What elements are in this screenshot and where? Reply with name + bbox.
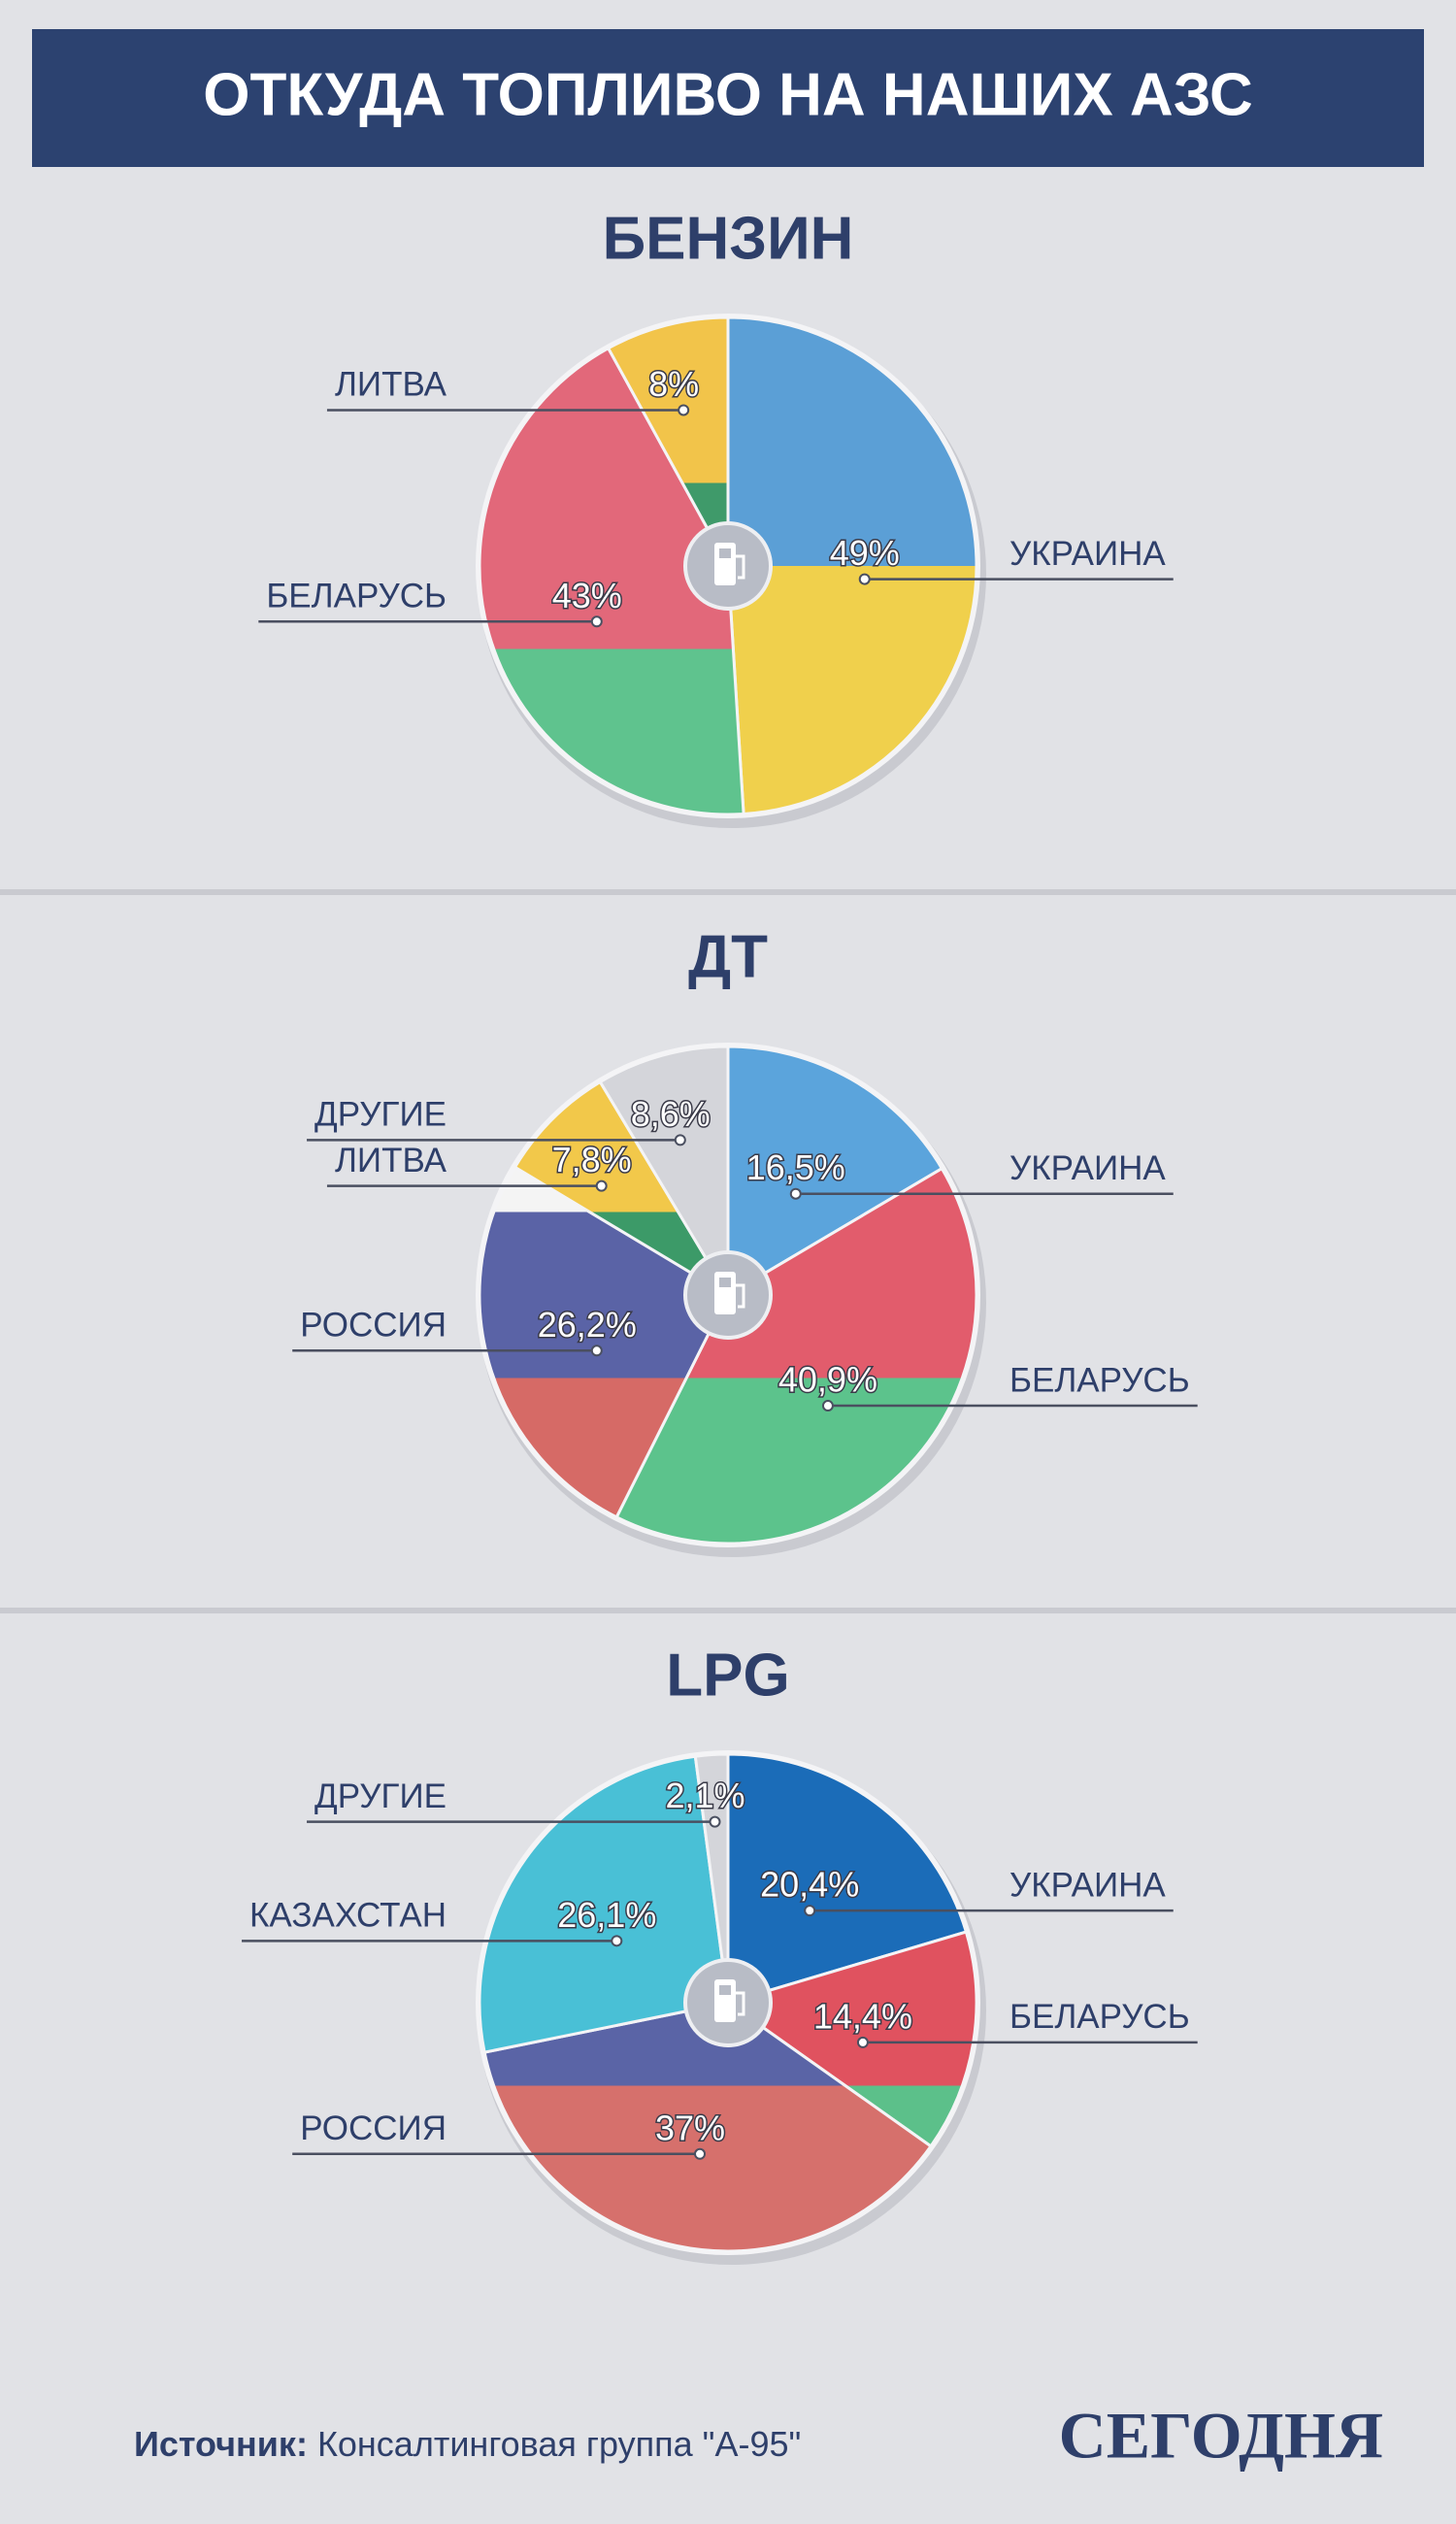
value-label: 7,8% <box>552 1140 632 1179</box>
leader-dot <box>595 1179 608 1192</box>
chart-title: БЕНЗИН <box>603 205 854 272</box>
category-label: БЕЛАРУСЬ <box>266 578 447 615</box>
category-label: УКРАИНА <box>1009 1866 1166 1904</box>
category-label: БЕЛАРУСЬ <box>1009 1998 1190 2036</box>
chart-title: LPG <box>666 1642 789 1709</box>
leader-dot <box>674 1134 686 1146</box>
value-label: 14,4% <box>813 1996 912 2036</box>
category-label: УКРАИНА <box>1009 1149 1166 1187</box>
leader-dot <box>858 573 871 585</box>
header-banner <box>32 29 1424 167</box>
logo: СЕГОДНЯ <box>1059 2399 1383 2473</box>
pump-hose <box>736 1283 745 1309</box>
value-label: 43% <box>552 576 622 615</box>
category-label: РОССИЯ <box>300 1307 447 1345</box>
category-label: ЛИТВА <box>335 366 447 404</box>
charts: БЕНЗИН УКРАИНА 49% БЕЛАРУСЬ 43% ЛИТВА 8% ДТ УКРА… <box>242 205 1198 2265</box>
value-label: 2,1% <box>665 1776 745 1815</box>
pump-hose <box>736 1991 745 2016</box>
value-label: 40,9% <box>778 1360 877 1400</box>
pie-slice <box>513 1079 730 1297</box>
pie-slice <box>726 1752 969 2006</box>
pie-slice <box>478 1754 730 2054</box>
category-label: ДРУГИЕ <box>314 1777 447 1815</box>
pie-slice <box>614 1166 978 1545</box>
category-label: ДРУГИЕ <box>314 1096 447 1134</box>
leader-dot <box>590 615 603 628</box>
leader-dot <box>590 1345 603 1357</box>
pie-slice <box>478 1165 730 1519</box>
pump-window <box>719 1278 731 1287</box>
category-label: РОССИЯ <box>300 2109 447 2147</box>
pie-slice <box>606 316 730 567</box>
pie-slice <box>726 1045 944 1298</box>
leader-dot <box>709 1815 721 1828</box>
leader-dot <box>678 404 690 416</box>
pie-slice <box>693 1752 730 2004</box>
source-label: Источник: <box>134 2424 308 2464</box>
pump-hose <box>736 554 745 580</box>
leader-dot <box>804 1905 816 1917</box>
value-label: 37% <box>655 2108 725 2147</box>
pie-slice <box>598 1045 730 1301</box>
value-label: 8% <box>648 364 699 404</box>
pump-window <box>719 548 731 558</box>
value-label: 49% <box>830 533 900 573</box>
page-title: ОТКУДА ТОПЛИВО НА НАШИХ АЗС <box>203 61 1253 128</box>
value-label: 26,2% <box>538 1305 637 1345</box>
leader-dot <box>821 1400 834 1412</box>
pie-slice <box>482 2001 934 2253</box>
pie-slice <box>478 346 745 816</box>
leader-dot <box>611 1935 623 1947</box>
source-text: Консалтинговая группа "А-95" <box>317 2424 801 2464</box>
leader-dot <box>856 2036 869 2048</box>
divider <box>0 889 1456 895</box>
category-label: БЕЛАРУСЬ <box>1009 1361 1190 1399</box>
leader-dot <box>694 2147 707 2160</box>
value-label: 26,1% <box>557 1895 656 1935</box>
pump-window <box>719 1985 731 1995</box>
divider <box>0 1608 1456 1613</box>
value-label: 8,6% <box>631 1094 711 1134</box>
source: Источник: Консалтинговая группа "А-95" <box>134 2424 801 2464</box>
value-label: 16,5% <box>746 1147 845 1187</box>
category-label: КАЗАХСТАН <box>249 1897 447 1935</box>
chart-title: ДТ <box>688 923 768 990</box>
category-label: УКРАИНА <box>1009 535 1166 573</box>
leader-dot <box>789 1187 802 1200</box>
category-label: ЛИТВА <box>335 1142 447 1179</box>
value-label: 20,4% <box>760 1865 859 1905</box>
pie-slice <box>726 316 978 816</box>
